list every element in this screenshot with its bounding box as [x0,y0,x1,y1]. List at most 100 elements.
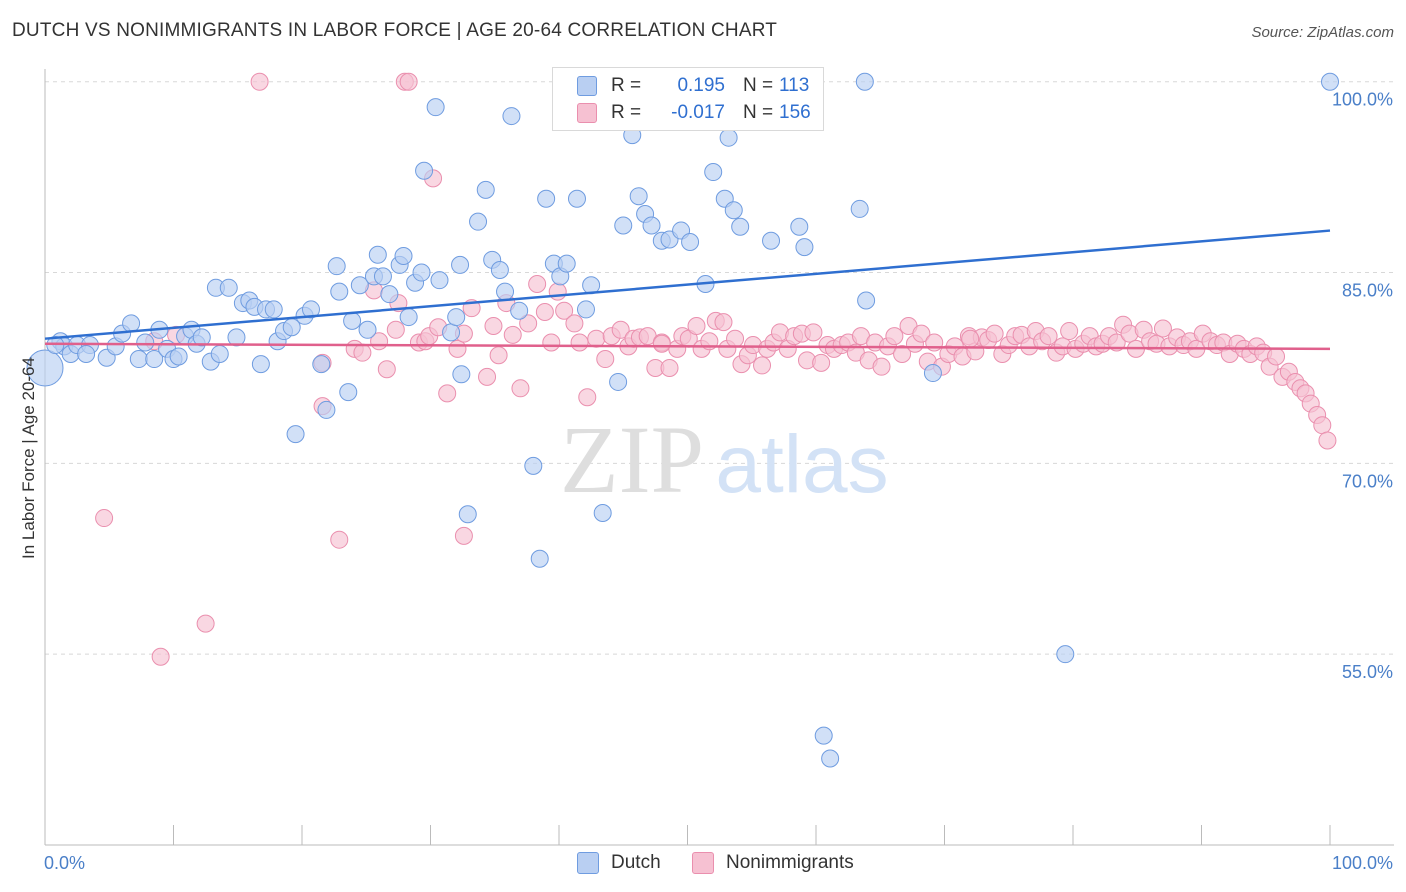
dutch-point [312,355,331,374]
dutch-point [704,163,723,182]
dutch-point [724,201,743,220]
dutch-point [368,245,387,264]
dutch-point [264,300,283,319]
nonimmigrants-point [196,614,215,633]
dutch-point [394,247,413,266]
nonimmigrants-point [438,384,457,403]
dutch-point [251,355,270,374]
legend-row-dutch: R = 0.195 N = 113 [577,73,809,99]
dutch-point [857,291,876,310]
dutch-point [412,263,431,282]
y-tick-label: 100.0% [1332,90,1393,110]
dutch-point [447,308,466,327]
nonimmigrants-point [489,346,508,365]
dutch-point [145,350,164,369]
y-axis-title: In Labor Force | Age 20-64 [19,357,38,559]
dutch-swatch [577,76,597,96]
dutch-point [380,285,399,304]
dutch-point [821,749,840,768]
trend-lines [44,229,1331,351]
dutch-point [850,199,869,218]
nonimmigrants-point [548,282,567,301]
x-tick-label: 100.0% [1332,853,1393,873]
legend-n-label: N = [743,102,774,123]
dutch-point [1321,72,1339,91]
dutch-point [490,260,509,279]
dutch-point [476,180,495,199]
nonimmigrants-point [611,320,630,339]
dutch-point [129,350,148,369]
nonimmigrants-point [448,339,467,358]
dutch-point [358,320,377,339]
dutch-point [593,503,612,522]
correlation-legend: R = 0.195 N = 113 R = -0.017 N = 156 [552,67,824,131]
y-tick-label: 70.0% [1342,471,1393,491]
dutch-point [614,216,633,235]
dutch-point [426,98,445,117]
nonimmigrants-point [528,274,547,293]
dutch-point [452,365,471,384]
dutch-point [415,161,434,180]
dutch-point [609,372,628,391]
nonimmigrants-point [912,324,931,343]
dutch-point [442,323,461,342]
nonimmigrants-point [377,360,396,379]
nonimmigrants-point [893,344,912,363]
dutch-point [629,187,648,206]
dutch-point [681,233,700,252]
nonimmigrants-point [503,325,522,344]
nonimmigrants-trend-line [44,342,1331,351]
dutch-point [557,254,576,273]
nonimmigrants-point [1318,431,1337,450]
nonimmigrants-point [519,314,538,333]
nonimmigrants-point [353,343,372,362]
nonimmigrants-point [151,647,170,666]
dutch-point [122,314,141,333]
legend-r-value: -0.017 [671,102,725,123]
dutch-point [496,282,515,301]
axis-layer [44,69,1394,846]
dutch-point [317,400,336,419]
watermark-zip: ZIP [560,406,704,513]
dutch-point [537,189,556,208]
nonimmigrants-point [804,323,823,342]
legend-label-dutch: Dutch [611,852,661,873]
nonimmigrants-point [454,526,473,545]
nonimmigrants-point [484,316,503,335]
legend-n-value: 113 [779,75,810,96]
dutch-point [330,282,349,301]
nonimmigrants-point [330,530,349,549]
nonimmigrants-point [587,329,606,348]
nonimmigrants-point [687,316,706,335]
dutch-point [169,347,188,366]
nonimmigrants-point [652,334,671,353]
nonimmigrants-point [565,314,584,333]
dutch-point [136,333,155,352]
nonimmigrants-point [542,333,561,352]
y-tick-label: 55.0% [1342,662,1393,682]
nonimmigrants-point [1039,327,1058,346]
dutch-point [192,328,211,347]
nonimmigrants-point [1313,416,1332,435]
source-label: Source: ZipAtlas.com [1251,24,1394,41]
legend-item-dutch: Dutch [577,852,661,874]
nonimmigrants-point [985,324,1004,343]
dutch-point [576,300,595,319]
legend-item-nonimmigrants: Nonimmigrants [692,852,854,874]
dutch-point [855,72,874,91]
dutch-point [430,271,449,290]
dutch-point [458,505,477,524]
legend-row-nonimmigrants: R = -0.017 N = 156 [577,100,811,126]
dutch-points [26,72,1339,768]
dutch-point [219,278,238,297]
dutch-point [286,425,305,444]
dutch-point [343,311,362,330]
watermark-atlas: atlas [715,419,888,510]
dutch-point [373,267,392,286]
dutch-point [524,456,543,475]
dutch-point [1056,645,1075,664]
nonimmigrants-point [1153,319,1172,338]
legend-label-nonimmigrants: Nonimmigrants [726,852,854,873]
nonimmigrants-point [596,350,615,369]
